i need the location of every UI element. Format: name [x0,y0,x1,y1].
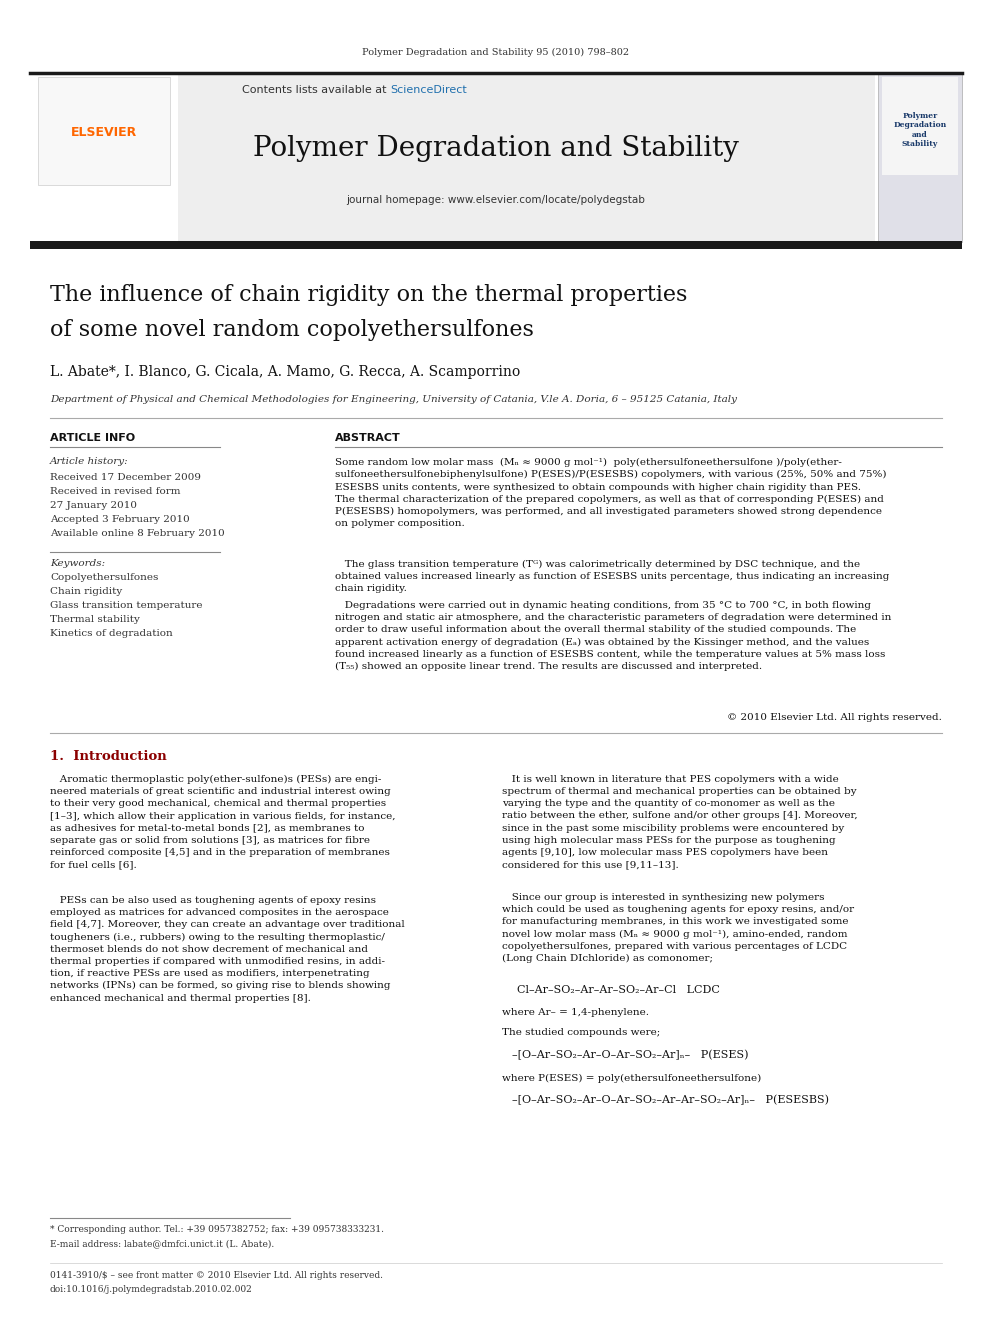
Text: PESs can be also used as toughening agents of epoxy resins
employed as matrices : PESs can be also used as toughening agen… [50,896,405,1003]
Text: –[O–Ar–SO₂–Ar–O–Ar–SO₂–Ar]ₙ–   P(ESES): –[O–Ar–SO₂–Ar–O–Ar–SO₂–Ar]ₙ– P(ESES) [512,1050,749,1060]
Text: 27 January 2010: 27 January 2010 [50,500,137,509]
Text: * Corresponding author. Tel.: +39 0957382752; fax: +39 095738333231.: * Corresponding author. Tel.: +39 095738… [50,1225,384,1234]
FancyBboxPatch shape [30,74,178,242]
Text: where P(ESES) = poly(ethersulfoneethersulfone): where P(ESES) = poly(ethersulfoneethersu… [502,1074,761,1084]
Text: Polymer Degradation and Stability: Polymer Degradation and Stability [253,135,739,161]
Text: Copolyethersulfones: Copolyethersulfones [50,573,159,582]
Text: Accepted 3 February 2010: Accepted 3 February 2010 [50,515,189,524]
Text: The studied compounds were;: The studied compounds were; [502,1028,661,1037]
Text: Keywords:: Keywords: [50,560,105,569]
Text: ABSTRACT: ABSTRACT [335,433,401,443]
Text: The glass transition temperature (Tᴳ) was calorimetrically determined by DSC tec: The glass transition temperature (Tᴳ) wa… [335,560,890,594]
Text: Cl–Ar–SO₂–Ar–Ar–SO₂–Ar–Cl   LCDC: Cl–Ar–SO₂–Ar–Ar–SO₂–Ar–Cl LCDC [517,986,720,995]
Text: where Ar– = 1,4-phenylene.: where Ar– = 1,4-phenylene. [502,1008,649,1017]
FancyBboxPatch shape [882,77,958,175]
Text: Some random low molar mass  (Μₙ ≈ 9000 g mol⁻¹)  poly(ethersulfoneethersulfone ): Some random low molar mass (Μₙ ≈ 9000 g … [335,458,887,528]
Text: Polymer Degradation and Stability 95 (2010) 798–802: Polymer Degradation and Stability 95 (20… [362,48,630,57]
Text: Glass transition temperature: Glass transition temperature [50,602,202,610]
Text: Aromatic thermoplastic poly(ether-sulfone)s (PESs) are engi-
neered materials of: Aromatic thermoplastic poly(ether-sulfon… [50,775,396,869]
Text: ScienceDirect: ScienceDirect [390,85,467,95]
Text: Received 17 December 2009: Received 17 December 2009 [50,472,201,482]
Text: Since our group is interested in synthesizing new polymers
which could be used a: Since our group is interested in synthes… [502,893,854,963]
Text: ELSEVIER: ELSEVIER [70,126,137,139]
Text: Received in revised form: Received in revised form [50,487,181,496]
Text: Article history:: Article history: [50,458,129,467]
Text: E-mail address: labate@dmfci.unict.it (L. Abate).: E-mail address: labate@dmfci.unict.it (L… [50,1240,274,1249]
Text: doi:10.1016/j.polymdegradstab.2010.02.002: doi:10.1016/j.polymdegradstab.2010.02.00… [50,1286,253,1294]
FancyBboxPatch shape [30,241,962,249]
Text: Degradations were carried out in dynamic heating conditions, from 35 °C to 700 °: Degradations were carried out in dynamic… [335,601,892,671]
Text: –[O–Ar–SO₂–Ar–O–Ar–SO₂–Ar–Ar–SO₂–Ar]ₙ–   P(ESESBS): –[O–Ar–SO₂–Ar–O–Ar–SO₂–Ar–Ar–SO₂–Ar]ₙ– P… [512,1095,829,1105]
FancyBboxPatch shape [878,74,962,242]
Text: It is well known in literature that PES copolymers with a wide
spectrum of therm: It is well known in literature that PES … [502,775,858,869]
Text: The influence of chain rigidity on the thermal properties: The influence of chain rigidity on the t… [50,284,687,306]
Text: Kinetics of degradation: Kinetics of degradation [50,630,173,639]
FancyBboxPatch shape [38,77,170,185]
Text: L. Abate*, I. Blanco, G. Cicala, A. Mamo, G. Recca, A. Scamporrino: L. Abate*, I. Blanco, G. Cicala, A. Mamo… [50,365,520,378]
Text: 0141-3910/$ – see front matter © 2010 Elsevier Ltd. All rights reserved.: 0141-3910/$ – see front matter © 2010 El… [50,1270,383,1279]
Text: © 2010 Elsevier Ltd. All rights reserved.: © 2010 Elsevier Ltd. All rights reserved… [727,713,942,721]
Text: Contents lists available at: Contents lists available at [242,85,390,95]
Text: ARTICLE INFO: ARTICLE INFO [50,433,135,443]
Text: Department of Physical and Chemical Methodologies for Engineering, University of: Department of Physical and Chemical Meth… [50,396,737,405]
Text: of some novel random copolyethersulfones: of some novel random copolyethersulfones [50,319,534,341]
Text: Polymer
Degradation
and
Stability: Polymer Degradation and Stability [894,112,946,148]
Text: Chain rigidity: Chain rigidity [50,587,122,597]
Text: Available online 8 February 2010: Available online 8 February 2010 [50,528,225,537]
Text: 1.  Introduction: 1. Introduction [50,750,167,762]
FancyBboxPatch shape [30,74,875,242]
Text: journal homepage: www.elsevier.com/locate/polydegstab: journal homepage: www.elsevier.com/locat… [346,194,646,205]
Text: Thermal stability: Thermal stability [50,615,140,624]
